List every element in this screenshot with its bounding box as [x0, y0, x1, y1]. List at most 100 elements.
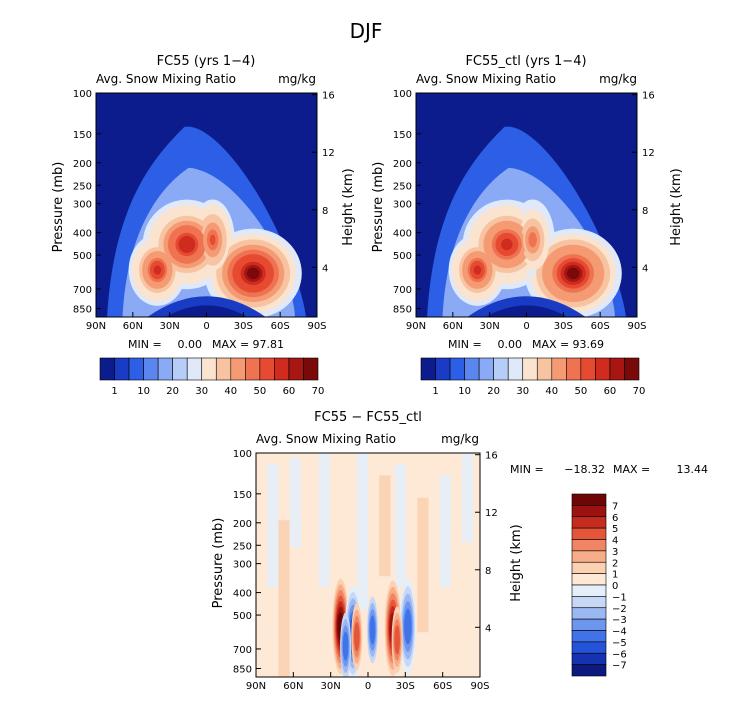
colorbar-swatch — [571, 561, 607, 574]
y-tick-label: 200 — [73, 159, 92, 170]
colorbar-swatch — [571, 652, 607, 665]
colorbar-swatch — [303, 357, 319, 381]
colorbar-swatch — [143, 357, 159, 381]
contour-band — [278, 520, 290, 677]
colorbar-label: 20 — [166, 386, 179, 397]
colorbar-label: 1 — [612, 570, 618, 581]
colorbar-swatch — [571, 550, 607, 563]
colorbar-swatch — [274, 357, 290, 381]
colorbar-label: 30 — [516, 386, 529, 397]
colorbar-label: 4 — [612, 536, 618, 547]
contour-band — [473, 265, 482, 275]
colorbar-swatch — [420, 357, 436, 381]
colorbar-label: 60 — [604, 386, 617, 397]
colorbar-swatch — [186, 357, 203, 381]
panel-plot: 100 150 200 250 300 400 500 700 850 16 12 8 4 90N 60N 3… — [393, 89, 655, 332]
panel-subtitle: Avg. Snow Mixing Ratio — [416, 72, 556, 86]
panel-fc55: FC55 (yrs 1−4) Avg. Snow Mixing Ratio mg… — [51, 54, 356, 397]
contour-band — [181, 238, 193, 251]
min-label: MIN = — [448, 338, 482, 351]
max-value: 93.69 — [573, 338, 605, 351]
x-tick-label: 60N — [123, 321, 143, 332]
x-tick-label: 30N — [160, 321, 180, 332]
colorbar-swatch — [571, 527, 607, 540]
panel-plot: 100 150 200 250 300 400 500 700 850 16 12 8 4 90N 60N 3… — [73, 89, 335, 332]
colorbar-swatch — [571, 573, 607, 586]
x-tick-label: 90N — [86, 321, 106, 332]
x-tick-label: 30N — [480, 321, 500, 332]
y2-axis-label: Height (km) — [509, 524, 524, 601]
colorbar-label: 10 — [458, 386, 471, 397]
colorbar-swatch — [571, 618, 607, 631]
colorbar-swatch — [571, 584, 607, 597]
colorbar-swatch — [464, 357, 480, 381]
y-tick-label: 250 — [73, 181, 92, 192]
y2-tick-label: 12 — [322, 148, 335, 159]
contour-band — [246, 267, 260, 280]
colorbar-label: −2 — [612, 604, 627, 615]
y2-tick-label: 4 — [322, 263, 328, 274]
contour-band — [501, 238, 513, 251]
contour-band — [289, 457, 301, 548]
y2-tick-label: 8 — [485, 566, 491, 577]
x-tick-label: 90N — [246, 681, 266, 692]
contour-band — [165, 305, 248, 317]
y2-axis-label: Height (km) — [341, 168, 356, 245]
max-value: 97.81 — [253, 338, 285, 351]
colorbar-label: 1 — [111, 386, 117, 397]
colorbar: 1 10 20 30 40 50 60 70 — [420, 357, 646, 397]
colorbar-label: 7 — [612, 501, 618, 512]
colorbar-swatch — [449, 357, 465, 381]
colorbar-label: 40 — [545, 386, 558, 397]
colorbar-label: 30 — [195, 386, 208, 397]
colorbar-swatch — [507, 357, 524, 381]
y2-tick-label: 4 — [485, 623, 491, 634]
colorbar-swatch — [571, 607, 607, 620]
colorbar-swatch — [571, 505, 607, 518]
colorbar-swatch — [99, 357, 115, 381]
colorbar-label: 70 — [312, 386, 325, 397]
colorbar-swatch — [172, 357, 188, 381]
y-tick-label: 100 — [233, 449, 252, 460]
min-value: −18.32 — [564, 463, 605, 476]
colorbar-swatch — [571, 516, 607, 529]
colorbar-label: 70 — [633, 386, 646, 397]
colorbar-swatch — [157, 357, 173, 381]
x-tick-label: 60N — [283, 681, 303, 692]
contour-band — [439, 475, 451, 588]
contour-band — [566, 267, 580, 280]
y-tick-label: 700 — [393, 285, 412, 296]
colorbar-swatch — [493, 357, 509, 381]
panel-subtitle: Avg. Snow Mixing Ratio — [96, 72, 236, 86]
contour-band — [529, 234, 536, 246]
colorbar-swatch — [580, 357, 596, 381]
y-tick-label: 400 — [393, 229, 412, 240]
max-label: MAX = — [532, 338, 569, 351]
contour-band — [485, 305, 568, 317]
y-tick-label: 150 — [73, 130, 92, 141]
contour-field — [96, 93, 317, 317]
y-tick-label: 300 — [73, 200, 92, 211]
y2-tick-label: 16 — [642, 91, 655, 102]
max-label: MAX = — [613, 463, 650, 476]
y2-tick-label: 16 — [485, 451, 498, 462]
colorbar-label: 60 — [283, 386, 296, 397]
x-tick-label: 30S — [396, 681, 415, 692]
x-tick-label: 60S — [433, 681, 452, 692]
contour-band — [417, 497, 429, 633]
colorbar-label: 50 — [253, 386, 266, 397]
colorbar-label: −5 — [612, 638, 627, 649]
contour-band — [404, 608, 412, 645]
colorbar-swatch — [566, 357, 582, 381]
y2-tick-label: 12 — [485, 508, 498, 519]
y-tick-label: 100 — [73, 89, 92, 100]
x-tick-label: 90S — [470, 681, 489, 692]
y2-tick-label: 4 — [642, 263, 648, 274]
x-tick-label: 0 — [203, 321, 209, 332]
y-axis-label: Pressure (mb) — [51, 162, 66, 253]
colorbar-swatch — [571, 539, 607, 552]
x-tick-label: 0 — [365, 681, 371, 692]
colorbar-label: −7 — [612, 661, 627, 672]
contour-band — [369, 615, 376, 645]
